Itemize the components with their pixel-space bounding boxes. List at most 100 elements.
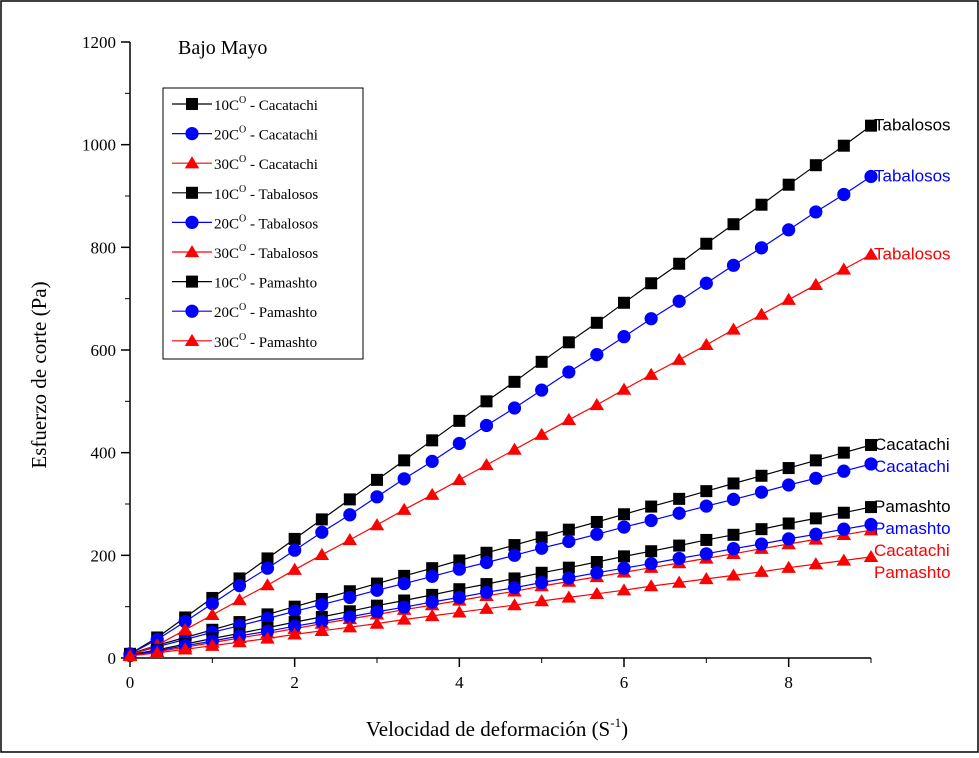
- x-axis-label: Velocidad de deformación (S-1): [366, 715, 628, 741]
- data-point: [727, 477, 740, 490]
- data-point: [342, 533, 358, 546]
- data-point: [315, 513, 328, 526]
- data-point: [508, 572, 521, 585]
- x-axis-label-main: Velocidad de deformación (S: [366, 717, 610, 741]
- legend-label: 20CO - Pamashto: [214, 302, 317, 321]
- data-point: [673, 257, 686, 270]
- data-point: [809, 159, 822, 172]
- data-point: [864, 457, 878, 471]
- data-point: [782, 178, 795, 191]
- data-point: [726, 258, 741, 272]
- legend-label-rest: - Cacatachi: [246, 98, 318, 114]
- data-point: [479, 601, 494, 614]
- data-point: [672, 506, 686, 520]
- data-point: [205, 596, 219, 611]
- data-point: [782, 478, 796, 492]
- data-point: [808, 277, 824, 290]
- data-point: [288, 604, 302, 618]
- data-point: [535, 531, 548, 544]
- legend-label-main: 30C: [214, 157, 239, 173]
- data-point: [343, 508, 357, 522]
- data-point: [205, 638, 220, 651]
- data-point: [837, 446, 850, 459]
- data-point: [534, 594, 549, 607]
- legend-label: 10CO - Pamashto: [214, 273, 317, 292]
- legend-label-sup: O: [239, 243, 246, 254]
- legend-label: 10CO - Cacatachi: [214, 95, 318, 114]
- data-point: [754, 485, 769, 499]
- data-point: [425, 595, 439, 609]
- legend-label: 10CO - Tabalosos: [214, 184, 318, 203]
- legend-marker: [185, 304, 199, 318]
- data-point: [837, 139, 850, 152]
- data-point: [643, 367, 659, 380]
- legend-label-main: 20C: [214, 305, 239, 321]
- data-point: [424, 609, 440, 622]
- data-point: [534, 427, 549, 440]
- data-point: [425, 454, 439, 468]
- data-point: [672, 551, 686, 566]
- line-end-label: Pamashto: [874, 519, 951, 538]
- data-point: [426, 434, 439, 447]
- legend-label-sup: O: [239, 184, 246, 195]
- data-point: [370, 583, 384, 597]
- data-point: [590, 515, 603, 528]
- legend-item: 30CO - Tabalosos: [172, 243, 318, 262]
- data-point: [809, 205, 823, 219]
- data-point: [671, 352, 687, 365]
- data-point: [809, 454, 822, 467]
- data-point: [865, 119, 877, 132]
- legend-label-sup: O: [239, 95, 246, 106]
- legend-label-main: 20C: [214, 216, 239, 232]
- data-point: [837, 464, 851, 478]
- data-point: [288, 543, 302, 557]
- data-point: [452, 562, 466, 576]
- legend-label-rest: - Pamashto: [246, 335, 317, 351]
- legend-marker: [186, 98, 198, 110]
- legend-label-main: 10C: [214, 98, 239, 114]
- data-point: [288, 532, 301, 545]
- legend-label-rest: - Pamashto: [246, 276, 317, 292]
- data-point: [643, 579, 659, 592]
- series-line: [129, 253, 872, 656]
- data-point: [865, 501, 877, 514]
- series-line: [129, 506, 872, 656]
- data-point: [314, 547, 330, 560]
- data-point: [452, 605, 467, 618]
- legend-label-main: 30C: [214, 335, 239, 351]
- data-point: [260, 561, 275, 575]
- data-point: [562, 571, 576, 585]
- legend-label-rest: - Tabalosos: [246, 187, 318, 203]
- data-point: [754, 241, 769, 255]
- data-point: [535, 566, 548, 579]
- legend-marker: [186, 275, 198, 288]
- data-point: [369, 616, 385, 629]
- data-point: [590, 316, 603, 329]
- data-point: [589, 398, 605, 411]
- data-point: [809, 512, 822, 525]
- data-point: [617, 561, 631, 575]
- data-point: [562, 534, 576, 549]
- data-point: [616, 583, 632, 596]
- legend-item: 20CO - Cacatachi: [172, 125, 318, 144]
- data-point: [616, 382, 632, 395]
- legend-item: 10CO - Tabalosos: [172, 184, 318, 203]
- data-point: [700, 485, 713, 498]
- data-point: [561, 412, 577, 425]
- data-point: [644, 312, 658, 326]
- legend-marker: [184, 245, 200, 258]
- data-point: [342, 620, 358, 633]
- data-point: [425, 569, 439, 583]
- data-point: [863, 247, 879, 260]
- chart-title: Bajo Mayo: [178, 37, 267, 59]
- legend-label-sup: O: [239, 125, 246, 136]
- legend-label-rest: - Cacatachi: [246, 157, 318, 173]
- legend-label: 30CO - Pamashto: [214, 332, 317, 351]
- legend-label-main: 10C: [214, 276, 239, 292]
- data-point: [397, 600, 411, 614]
- data-point: [673, 492, 686, 505]
- data-point: [754, 307, 769, 320]
